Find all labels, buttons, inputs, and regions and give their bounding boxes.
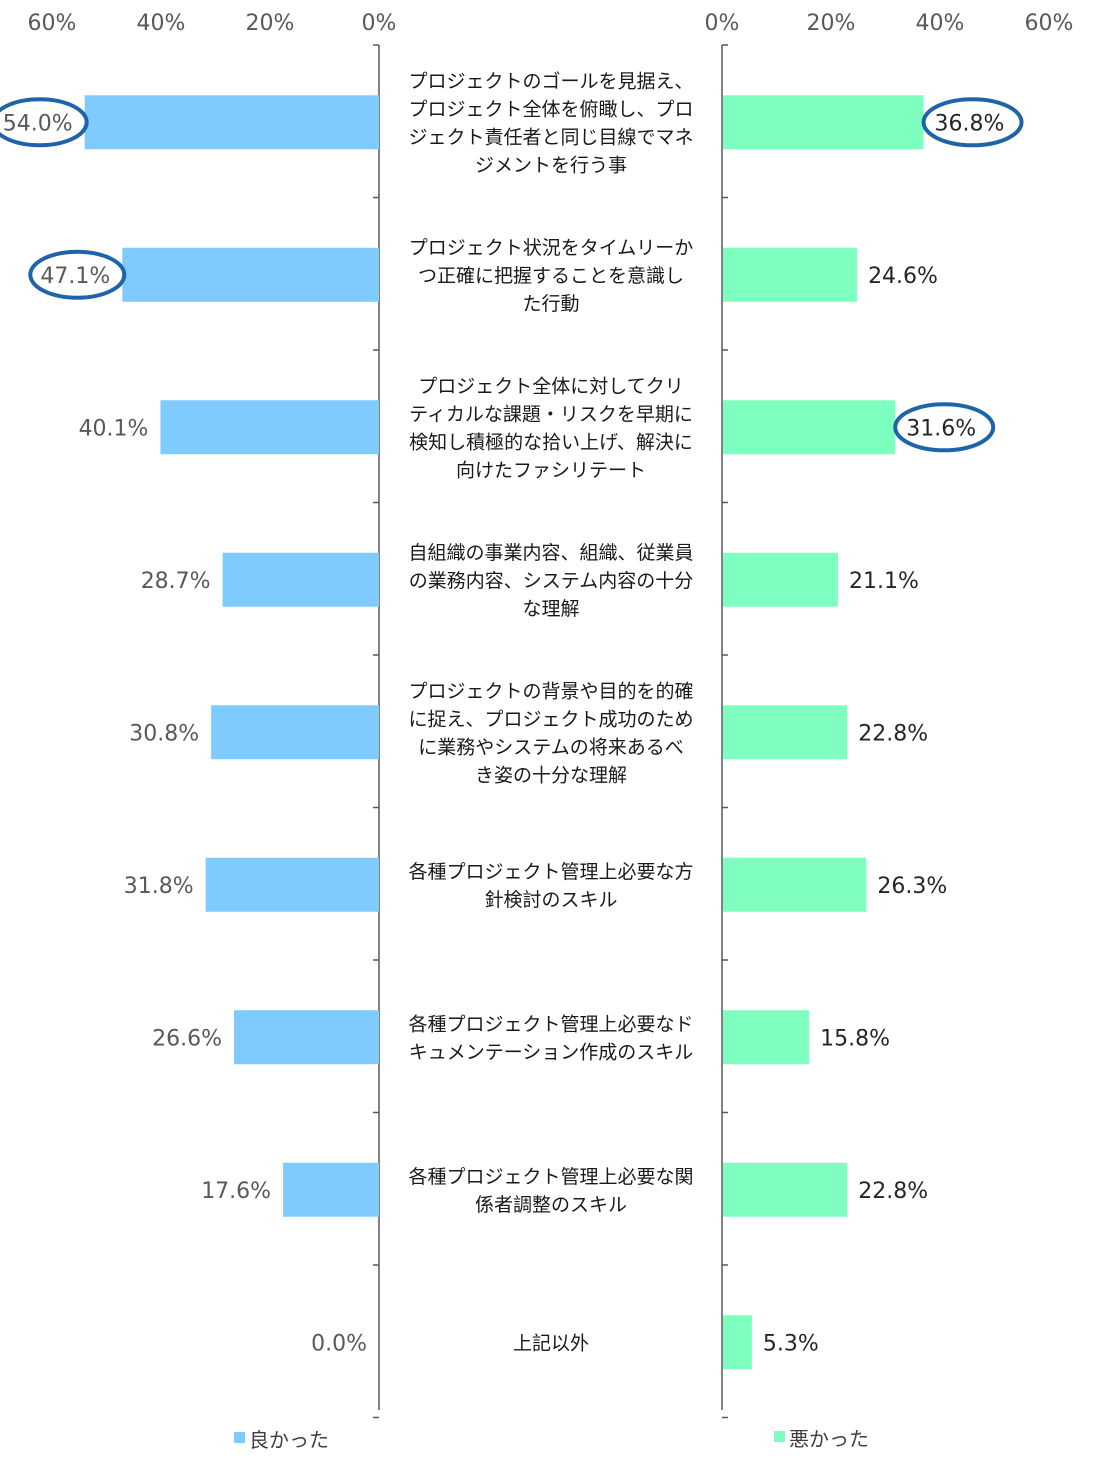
bar-left — [160, 400, 379, 455]
bar-left — [122, 247, 380, 302]
bar-left — [84, 95, 379, 150]
bar-right — [723, 247, 858, 302]
data-label-right: 21.1% — [849, 569, 919, 594]
left-tick-label: 0% — [362, 11, 397, 36]
data-label-left: 28.7% — [141, 569, 211, 594]
data-label-right: 22.8% — [858, 721, 928, 746]
legend-swatch-bad — [774, 1431, 785, 1442]
data-label-right: 15.8% — [820, 1026, 890, 1051]
data-label-left: 17.6% — [201, 1179, 271, 1204]
highlight-circles — [0, 97, 1024, 453]
legend: 良かった 悪かった — [234, 1427, 869, 1452]
highlight-circle-left — [0, 97, 89, 148]
category-label: 上記以外 — [513, 1332, 589, 1354]
category-label: プロジェクトの背景や目的を的確に捉え、プロジェクト成功のために業務やシステムの将… — [408, 680, 693, 786]
data-label-right: 31.6% — [906, 416, 976, 441]
category-label: プロジェクト全体に対してクリティカルな課題・リスクを早期に検知し積極的な拾い上げ… — [409, 375, 693, 481]
bar-left — [234, 1010, 379, 1065]
category-label: 自組織の事業内容、組織、従業員の業務内容、システム内容の十分な理解 — [408, 542, 693, 620]
bar-right — [723, 400, 896, 455]
highlight-circle-left — [28, 249, 127, 300]
bar-right — [723, 1010, 810, 1065]
data-labels: 54.0% 36.8% 47.1% 24.6% 40.1% 31.6% 28.7% 21.1%… — [3, 111, 1005, 1356]
data-label-left: 40.1% — [79, 416, 149, 441]
bar-left — [205, 857, 379, 912]
category-label: プロジェクトのゴールを見据え、プロジェクト全体を俯瞰し、プロジェクト責任者と同じ… — [408, 70, 693, 176]
right-tick-label: 40% — [916, 11, 965, 36]
bar-right — [723, 552, 838, 607]
bar-right — [723, 1162, 848, 1217]
data-label-left: 54.0% — [3, 111, 73, 136]
bar-left — [222, 552, 379, 607]
data-label-left: 26.6% — [152, 1026, 222, 1051]
data-label-right: 26.3% — [877, 874, 947, 899]
data-label-right: 5.3% — [763, 1331, 819, 1356]
category-label: 各種プロジェクト管理上必要な関係者調整のスキル — [408, 1166, 693, 1216]
left-tick-label: 20% — [246, 11, 295, 36]
category-label: 各種プロジェクト管理上必要な方針検討のスキル — [408, 861, 693, 911]
bar-right — [723, 95, 924, 150]
category-labels: プロジェクトのゴールを見据え、プロジェクト全体を俯瞰し、プロジェクト責任者と同じ… — [408, 70, 693, 1354]
legend-label-bad: 悪かった — [789, 1427, 869, 1451]
highlight-circle-right — [893, 402, 996, 453]
data-label-right: 36.8% — [935, 111, 1005, 136]
bar-left — [211, 705, 379, 760]
category-label: 各種プロジェクト管理上必要なドキュメンテーション作成のスキル — [408, 1013, 693, 1063]
left-tick-label: 40% — [137, 11, 186, 36]
bar-right — [723, 857, 867, 912]
data-label-right: 24.6% — [868, 264, 938, 289]
bars — [84, 95, 924, 1370]
bar-left — [283, 1162, 379, 1217]
legend-label-good: 良かった — [249, 1428, 329, 1452]
right-tick-label: 20% — [807, 11, 856, 36]
right-tick-label: 0% — [705, 11, 740, 36]
data-label-left: 30.8% — [129, 721, 199, 746]
data-label-left: 0.0% — [311, 1331, 367, 1356]
data-label-left: 31.8% — [124, 874, 194, 899]
right-tick-label: 60% — [1025, 11, 1074, 36]
data-label-left: 47.1% — [40, 264, 110, 289]
axes: 0% 0% 20% 20% 40% 40% 60% 60% — [28, 11, 1074, 1419]
legend-swatch-good — [234, 1432, 245, 1443]
category-label: プロジェクト状況をタイムリーかつ正確に把握することを意識した行動 — [409, 237, 694, 315]
bar-right — [723, 705, 848, 760]
left-tick-label: 60% — [28, 11, 77, 36]
bar-right — [723, 1315, 752, 1370]
highlight-circle-right — [921, 97, 1024, 148]
data-label-right: 22.8% — [858, 1179, 928, 1204]
